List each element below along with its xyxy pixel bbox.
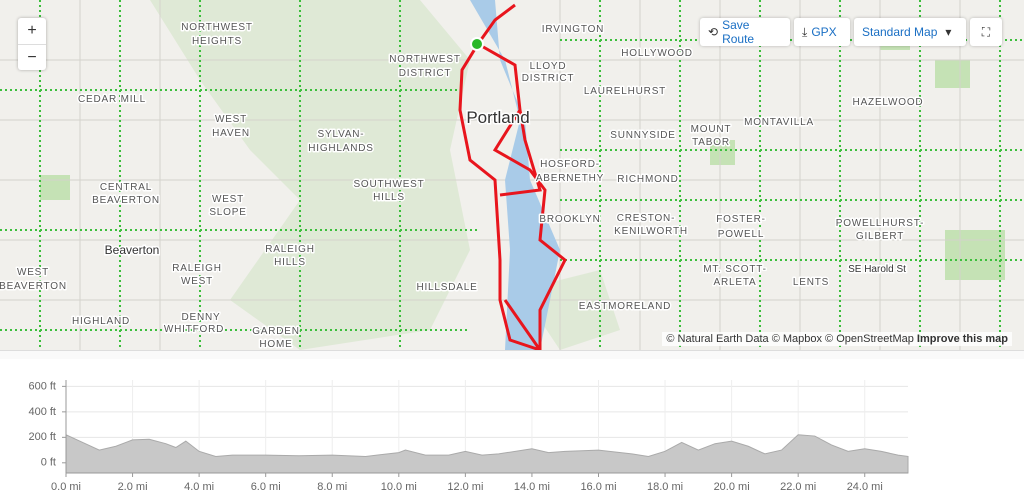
x-tick-label: 18.0 mi: [647, 481, 683, 493]
map: IRVINGTON HOLLYWOOD NORTHWEST HEIGHTS NO…: [0, 0, 1024, 350]
place-label: BEAVERTON: [0, 281, 67, 292]
place-label: SOUTHWEST: [353, 179, 424, 190]
place-label: HOME: [259, 339, 292, 350]
place-label: SUNNYSIDE: [610, 130, 676, 141]
y-tick-label: 0 ft: [41, 457, 56, 469]
parks: [40, 35, 1005, 280]
y-tick-label: 600 ft: [28, 380, 56, 392]
elevation-chart: 0 ft 200 ft 400 ft 600 ft 0.0 mi 2.0 mi 4.0 mi…: [28, 380, 909, 493]
place-label: RALEIGH: [172, 263, 222, 274]
place-label: DISTRICT: [522, 73, 575, 84]
place-label: NORTHWEST: [181, 22, 252, 33]
x-tick-label: 8.0 mi: [317, 481, 347, 493]
place-label: HOLLYWOOD: [621, 48, 692, 59]
x-tick-label: 10.0 mi: [381, 481, 417, 493]
place-label: MT. SCOTT-: [703, 264, 767, 275]
place-label: HIGHLANDS: [308, 143, 374, 154]
place-label: LAURELHURST: [584, 86, 666, 97]
gpx-text: GPX: [811, 25, 837, 39]
attribution-text: © Natural Earth Data © Mapbox © OpenStre…: [666, 333, 914, 345]
gpx-button[interactable]: ⤓ GPX: [794, 18, 850, 46]
zoom-out[interactable]: −: [27, 49, 37, 66]
street-label: SE Harold St: [848, 264, 906, 275]
place-label: HILLSDALE: [416, 282, 477, 293]
x-tick-label: 22.0 mi: [780, 481, 816, 493]
place-label: MOUNT: [691, 124, 732, 135]
route: [458, 3, 567, 350]
place-label: BROOKLYN: [539, 214, 600, 225]
save-route-text: Save Route: [722, 18, 755, 46]
zoom-controls: + −: [18, 18, 46, 70]
place-label: SLOPE: [209, 207, 246, 218]
place-label: GILBERT: [856, 231, 904, 242]
place-label: CRESTON-: [617, 213, 675, 224]
place-label: DISTRICT: [399, 68, 452, 79]
place-label: CENTRAL: [100, 182, 152, 193]
city-label: Beaverton: [105, 243, 160, 257]
place-label: RALEIGH: [265, 244, 315, 255]
map-labels: IRVINGTON HOLLYWOOD NORTHWEST HEIGHTS NO…: [0, 21, 925, 351]
x-tick-label: 12.0 mi: [447, 481, 483, 493]
attribution: © Natural Earth Data © Mapbox © OpenStre…: [662, 332, 1012, 346]
x-tick-label: 20.0 mi: [714, 481, 750, 493]
map-style-select[interactable]: Standard Map ▾: [854, 18, 966, 46]
place-label: HILLS: [373, 192, 405, 203]
x-tick-label: 0.0 mi: [51, 481, 81, 493]
x-tick-label: 2.0 mi: [118, 481, 148, 493]
place-label: SYLVAN-: [318, 129, 365, 140]
place-label: HOSFORD-: [540, 159, 600, 170]
city-label: Portland: [466, 108, 529, 127]
place-label: EASTMORELAND: [579, 301, 671, 312]
place-label: HEIGHTS: [192, 36, 242, 47]
place-label: WEST: [181, 276, 213, 287]
zoom-in[interactable]: +: [18, 18, 46, 45]
place-label: FOSTER-: [716, 214, 766, 225]
y-tick-label: 400 ft: [28, 406, 56, 418]
improve-map-link[interactable]: Improve this map: [916, 333, 1008, 345]
place-label: WHITFORD: [164, 324, 224, 335]
y-tick-label: 200 ft: [28, 431, 56, 443]
place-label: WEST: [215, 114, 247, 125]
place-label: GARDEN: [252, 326, 300, 337]
place-label: HAVEN: [212, 128, 250, 139]
place-label: WEST: [17, 267, 49, 278]
place-label: HIGHLAND: [72, 316, 130, 327]
place-label: HILLS: [274, 257, 306, 268]
map-style-text: Standard Map: [862, 25, 938, 39]
x-tick-label: 4.0 mi: [184, 481, 214, 493]
save-route-button[interactable]: ⟲ Save Route: [700, 18, 790, 46]
place-label: MONTAVILLA: [744, 117, 814, 128]
place-label: CEDAR MILL: [78, 94, 146, 105]
route-start: [470, 37, 484, 51]
place-label: ARLETA: [714, 277, 757, 288]
fullscreen-button[interactable]: ⛶: [970, 18, 1002, 46]
place-label: ABERNETHY: [536, 173, 604, 184]
place-label: DENNY: [181, 312, 220, 323]
x-tick-label: 24.0 mi: [847, 481, 883, 493]
x-tick-label: 16.0 mi: [580, 481, 616, 493]
river: [470, 0, 560, 350]
place-label: KENILWORTH: [614, 226, 688, 237]
x-tick-label: 14.0 mi: [514, 481, 550, 493]
place-label: BEAVERTON: [92, 195, 160, 206]
place-label: RICHMOND: [617, 174, 678, 185]
elevation-area: [65, 434, 909, 474]
place-label: POWELL: [718, 229, 764, 240]
divider: [0, 350, 1024, 359]
place-label: IRVINGTON: [542, 24, 604, 35]
place-label: TABOR: [692, 137, 730, 148]
place-label: LLOYD: [530, 61, 567, 72]
place-label: POWELLHURST-: [836, 218, 925, 229]
place-label: WEST: [212, 194, 244, 205]
place-label: LENTS: [793, 277, 829, 288]
place-label: NORTHWEST: [389, 54, 460, 65]
x-tick-label: 6.0 mi: [251, 481, 281, 493]
bike-lanes: [0, 0, 1024, 350]
place-label: HAZELWOOD: [853, 97, 924, 108]
